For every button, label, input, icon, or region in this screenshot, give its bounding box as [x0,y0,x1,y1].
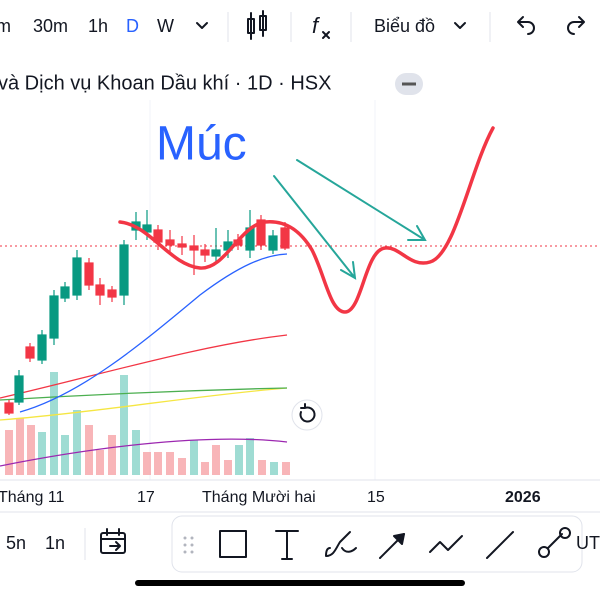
ma-line [0,334,288,399]
reset-button[interactable] [291,399,323,431]
interval[interactable]: 1h [88,16,108,36]
arrows [273,159,427,280]
ma-line [19,253,288,413]
interval[interactable]: m [0,16,11,36]
x-tick-label: 15 [367,489,385,506]
ma-line [0,387,288,401]
arrow-head [393,533,405,545]
annotation-text: Múc [156,118,247,171]
drag-handle [183,536,194,554]
dropdown-icon[interactable] [196,22,208,29]
candle-icon[interactable] [247,10,267,40]
candles [4,210,290,415]
chart-menu[interactable]: Biểu đồ [374,16,435,36]
drawing-toolbar [171,515,583,573]
x-tick-label: Tháng Mười hai [202,489,316,506]
undo-icon[interactable] [517,16,535,35]
path-tool[interactable] [429,535,463,553]
range[interactable]: 1n [45,533,65,553]
text-tool[interactable] [275,530,299,560]
brush-tool[interactable] [325,531,357,557]
x-tick-label: Tháng 11 [0,489,65,506]
ma-line [0,387,288,421]
volume [5,372,290,475]
redo-icon[interactable] [567,16,585,35]
ma-line [0,438,288,467]
dropdown-icon[interactable] [454,22,466,29]
interval[interactable]: W [157,16,174,36]
interval[interactable]: 30m [33,16,68,36]
more-tools[interactable]: UT [576,533,600,553]
drawing-tools [219,527,571,560]
indicator-icon[interactable]: f [312,13,321,38]
x-axis: Tháng 11 17 Tháng Mười hai 15 2026 [0,479,600,506]
rect-tool[interactable] [219,530,247,558]
reset-icon [299,403,316,423]
ray-tool[interactable] [538,546,550,558]
symbol-title: và Dịch vụ Khoan Dầu khí · 1D · HSX [0,72,331,94]
home-indicator [135,580,465,586]
range[interactable]: 5n [6,533,26,553]
toolbar: m 30m 1h D W f Biểu đồ [0,10,585,42]
drawn-curve [118,126,495,314]
x-tick-label: 17 [137,489,155,506]
calendar-icon[interactable] [100,528,126,554]
line-tool[interactable] [486,531,514,559]
x-tick-label: 2026 [505,489,541,506]
interval-active[interactable]: D [126,16,139,36]
indicator-icon-x [322,31,330,39]
chart: Múc [0,100,600,480]
